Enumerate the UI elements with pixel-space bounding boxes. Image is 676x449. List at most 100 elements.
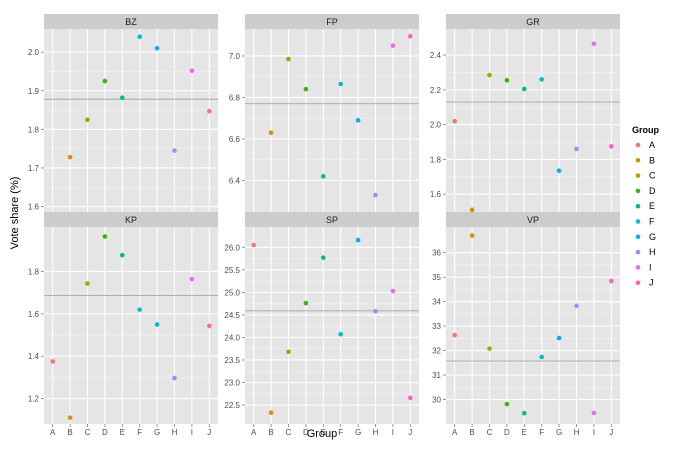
y-tick-label: 31 (432, 371, 441, 380)
x-tick-label: J (609, 428, 613, 437)
data-point-c (85, 281, 90, 286)
y-tick-label: 32 (432, 347, 441, 356)
plot-background (245, 227, 419, 424)
data-point-i (189, 68, 195, 73)
data-point-d (102, 78, 108, 84)
data-point-h (373, 192, 378, 198)
x-tick-label: D (504, 428, 510, 437)
y-tick-label: 25.0 (224, 288, 240, 297)
data-point-d (303, 300, 309, 306)
legend-key (635, 142, 641, 148)
data-point-g (556, 335, 562, 341)
facet-panel-gr: GR1.61.82.02.22.4ABCDEFGHIJ (430, 14, 620, 235)
data-point-g (355, 118, 361, 123)
y-tick-label: 36 (432, 249, 441, 258)
facet-strip-label: FP (326, 17, 338, 27)
x-tick-label: F (338, 428, 343, 437)
data-point-e (321, 255, 326, 260)
data-point-d (504, 77, 510, 83)
data-point-g (154, 46, 160, 51)
y-tick-label: 1.2 (28, 395, 40, 404)
plot-background (446, 29, 620, 222)
data-point-h (172, 375, 177, 381)
plot-background (44, 227, 218, 424)
y-tick-label: 6.8 (229, 93, 241, 102)
facet-strip (446, 212, 620, 227)
plot-background (446, 227, 620, 424)
y-tick-label: 2.0 (28, 48, 40, 57)
x-tick-label: E (120, 428, 125, 437)
legend-key (635, 158, 641, 163)
x-tick-label: G (355, 428, 361, 437)
x-tick-label: F (137, 428, 142, 437)
x-tick-label: A (452, 428, 458, 437)
data-point-f (539, 354, 544, 360)
data-point-d (102, 234, 108, 239)
y-tick-label: 1.8 (28, 267, 40, 276)
data-point-b (67, 415, 73, 420)
data-point-c (85, 117, 90, 123)
legend-label: G (649, 232, 656, 242)
facet-strip (245, 212, 419, 227)
data-point-f (137, 307, 142, 312)
y-tick-label: 33 (432, 322, 441, 331)
legend-key (635, 249, 641, 255)
data-point-e (522, 86, 527, 92)
x-tick-label: A (251, 428, 257, 437)
y-tick-label: 6.4 (229, 176, 241, 185)
data-point-e (321, 174, 326, 179)
y-tick-label: 23.0 (224, 379, 240, 388)
facet-strip-label: KP (125, 215, 137, 225)
y-tick-label: 1.8 (28, 125, 40, 134)
plot-background (245, 29, 419, 222)
x-tick-label: H (172, 428, 178, 437)
facet-strip (44, 212, 218, 227)
x-tick-label: E (321, 428, 326, 437)
x-tick-label: C (487, 428, 493, 437)
data-point-i (390, 288, 396, 294)
y-tick-label: 1.9 (28, 87, 40, 96)
data-point-c (286, 56, 291, 62)
legend-label: F (649, 217, 655, 227)
x-tick-label: B (268, 428, 273, 437)
y-tick-label: 6.6 (229, 135, 241, 144)
y-tick-label: 1.6 (28, 310, 40, 319)
data-point-h (373, 308, 378, 314)
legend-label: J (649, 278, 654, 288)
legend-key (635, 280, 641, 286)
legend-label: D (649, 186, 656, 196)
facet-strip (446, 14, 620, 29)
legend-key (635, 234, 641, 240)
x-tick-label: G (556, 428, 562, 437)
data-point-j (609, 144, 614, 149)
y-tick-label: 25.5 (224, 266, 240, 275)
legend-key (635, 265, 641, 270)
data-point-d (303, 86, 309, 92)
data-point-g (355, 237, 361, 243)
facet-strip (245, 14, 419, 29)
x-tick-label: C (85, 428, 91, 437)
legend-title: Group (632, 125, 659, 135)
y-tick-label: 35 (432, 273, 441, 282)
data-point-h (574, 303, 579, 309)
y-tick-label: 24.0 (224, 333, 240, 342)
y-tick-label: 24.5 (224, 311, 240, 320)
data-point-h (574, 146, 579, 152)
data-point-j (408, 33, 413, 39)
data-point-b (469, 207, 475, 213)
data-point-e (120, 95, 125, 101)
legend-label: B (649, 155, 655, 165)
legend-label: E (649, 201, 655, 211)
data-point-a (251, 242, 256, 248)
legend-key (635, 173, 641, 178)
data-point-i (591, 41, 597, 47)
x-tick-label: B (67, 428, 72, 437)
x-tick-label: I (392, 428, 394, 437)
legend-item-e: E (635, 201, 655, 211)
legend-label: H (649, 247, 656, 257)
y-tick-label: 1.7 (28, 164, 40, 173)
legend-item-i: I (635, 262, 652, 272)
data-point-i (591, 410, 597, 416)
